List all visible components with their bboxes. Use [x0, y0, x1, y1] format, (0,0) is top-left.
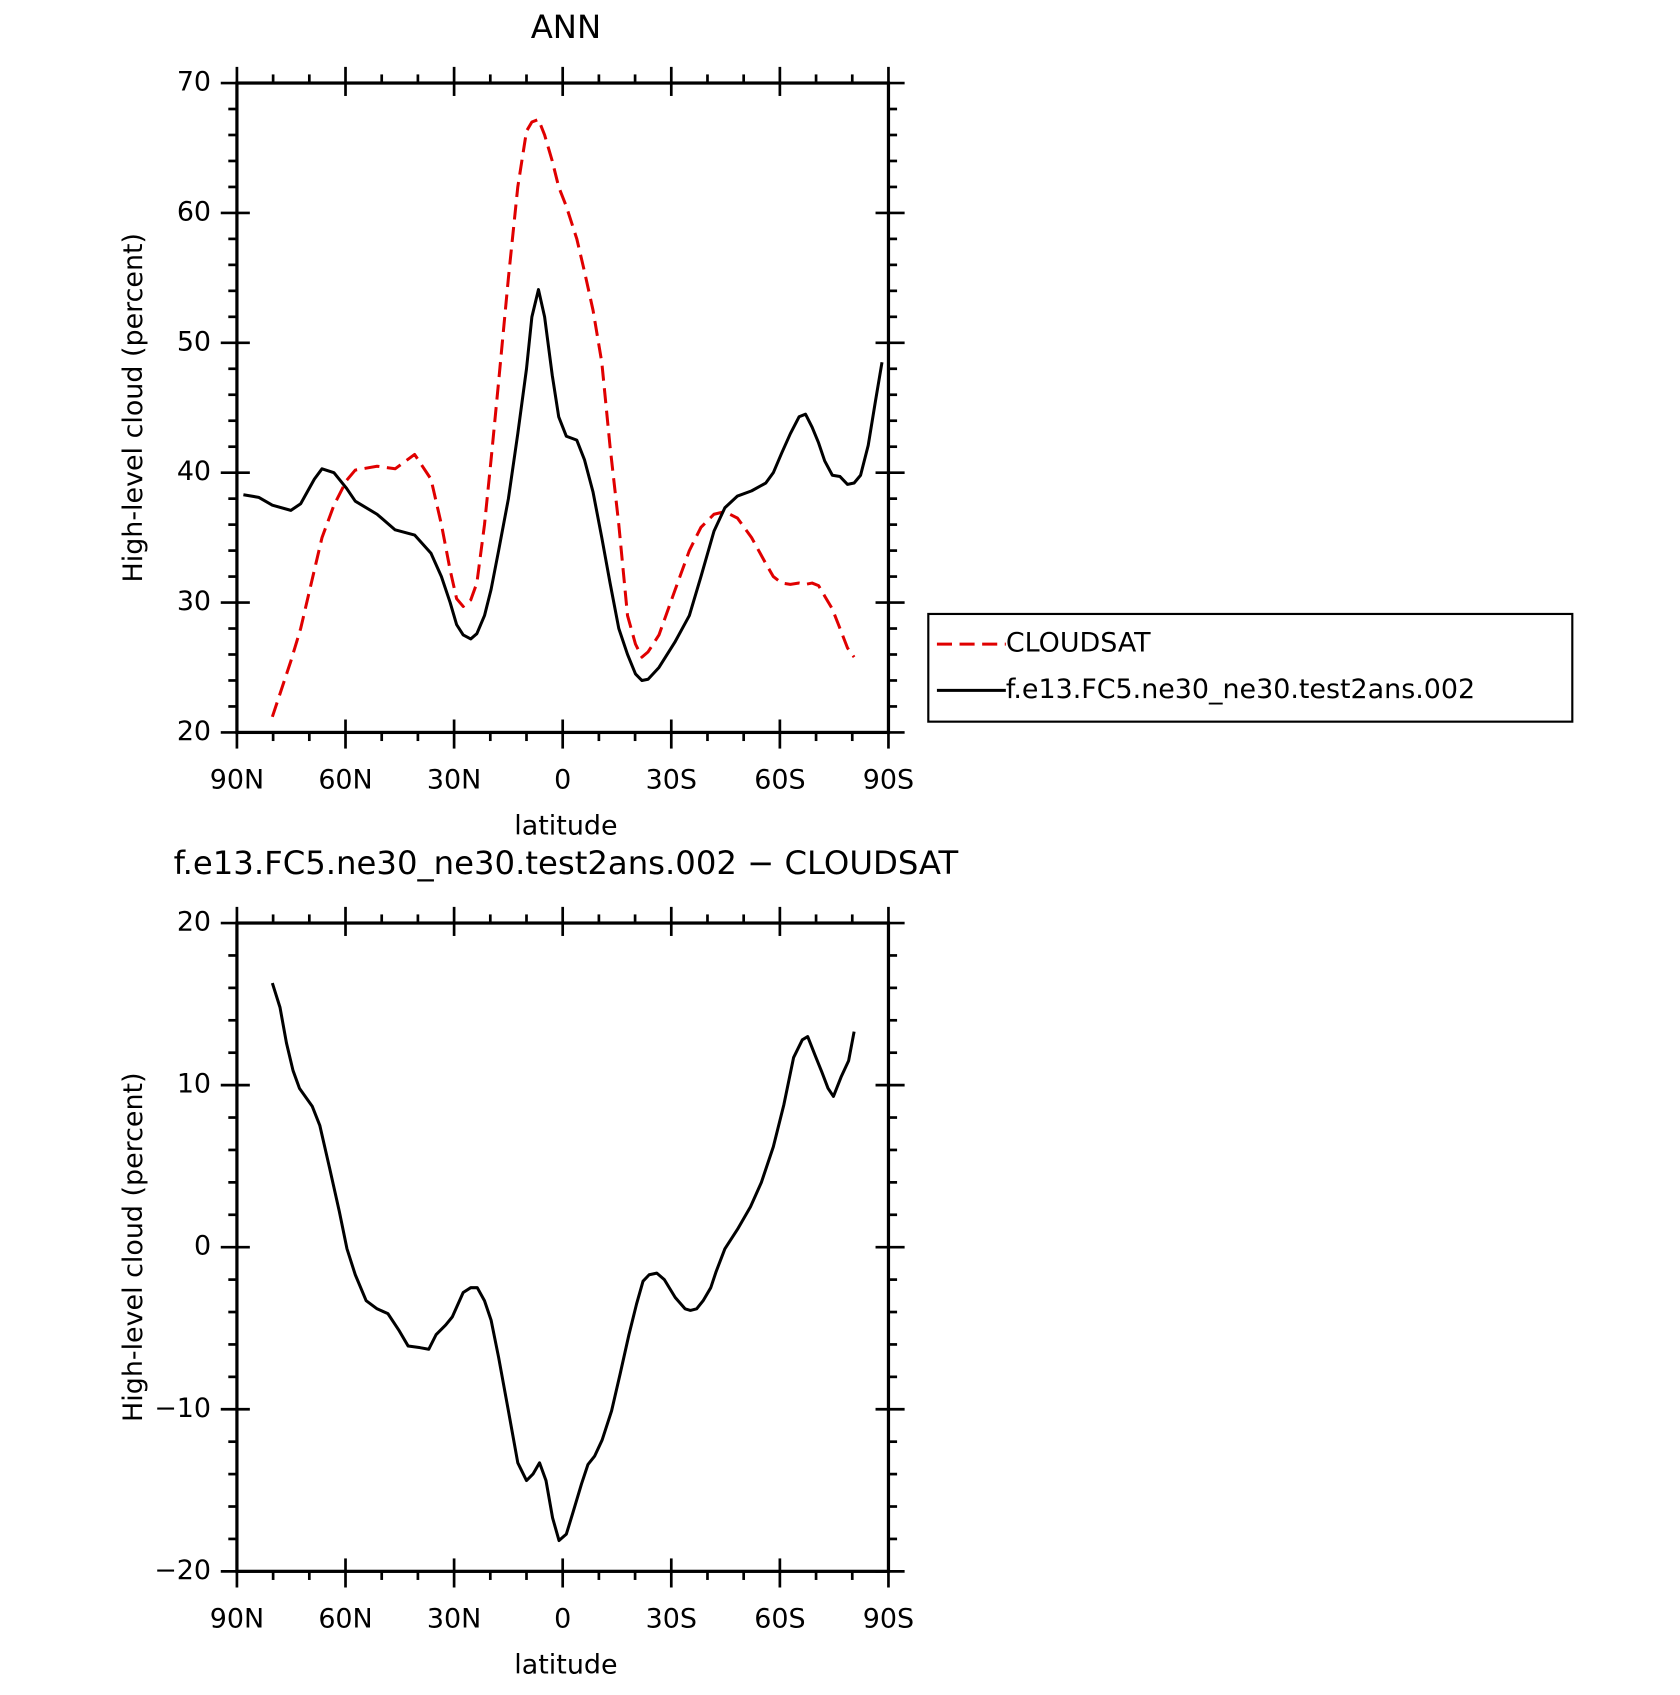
x-axis-label: latitude [514, 811, 617, 842]
x-tick-label: 30N [427, 764, 481, 795]
y-tick-label: 60 [177, 196, 211, 227]
y-tick-label: 40 [177, 456, 211, 487]
data-line [270, 982, 856, 1543]
y-tick-label: −10 [154, 1393, 211, 1424]
x-tick-label: 90S [863, 1603, 914, 1634]
x-tick-label: 60N [318, 764, 372, 795]
x-axis-label: latitude [514, 1650, 617, 1681]
y-tick-label: 30 [177, 586, 211, 617]
y-tick-label: 20 [177, 907, 211, 938]
x-tick-label: 90N [210, 764, 264, 795]
legend-box [927, 612, 1574, 723]
x-tick-label: 30S [646, 1603, 697, 1634]
chart-title: f.e13.FC5.ne30_ne30.test2ans.002 − CLOUD… [174, 844, 959, 882]
x-tick-label: 90N [210, 1603, 264, 1634]
x-tick-label: 30N [427, 1603, 481, 1634]
y-tick-label: 20 [177, 716, 211, 747]
y-tick-label: 70 [177, 67, 211, 98]
y-tick-label: 10 [177, 1069, 211, 1100]
data-line [270, 117, 856, 718]
x-tick-label: 0 [554, 1603, 571, 1634]
y-tick-label: −20 [154, 1555, 211, 1586]
legend-label: f.e13.FC5.ne30_ne30.test2ans.002 [1006, 674, 1475, 705]
plot-frame [235, 81, 891, 735]
y-tick-label: 0 [194, 1231, 211, 1262]
chart-title: ANN [531, 8, 601, 46]
plot-frame [235, 921, 891, 1573]
x-tick-label: 60S [754, 1603, 805, 1634]
legend-label: CLOUDSAT [1006, 628, 1151, 659]
y-axis-label: High-level cloud (percent) [118, 233, 149, 583]
data-line [243, 288, 884, 683]
x-tick-label: 60S [754, 764, 805, 795]
x-tick-label: 30S [646, 764, 697, 795]
x-tick-label: 90S [863, 764, 914, 795]
x-tick-label: 0 [554, 764, 571, 795]
y-axis-label: High-level cloud (percent) [118, 1072, 149, 1422]
x-tick-label: 60N [318, 1603, 372, 1634]
y-tick-label: 50 [177, 326, 211, 357]
